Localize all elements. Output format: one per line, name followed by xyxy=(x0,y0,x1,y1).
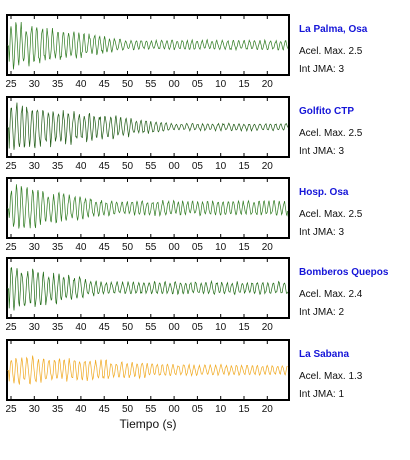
jma-intensity: Int JMA: 1 xyxy=(299,389,344,400)
x-tick-label: 15 xyxy=(238,161,250,172)
x-tick-label: 55 xyxy=(145,322,157,333)
station-name: Golfito CTP xyxy=(299,106,354,117)
max-acceleration: Acel. Max. 1.3 xyxy=(299,371,363,382)
x-tick-label: 10 xyxy=(215,322,227,333)
station-name: La Palma, Osa xyxy=(299,24,368,35)
x-tick-label: 10 xyxy=(215,79,227,90)
x-tick-label: 30 xyxy=(29,322,41,333)
station-name: La Sabana xyxy=(299,349,349,360)
max-acceleration: Acel. Max. 2.5 xyxy=(299,128,363,139)
x-tick-label: 55 xyxy=(145,242,157,253)
panel-5: 25 30 35 40 45 50 55 00 05 10 15 20 La Sabana Acel. M… xyxy=(5,339,363,415)
jma-intensity: Int JMA: 3 xyxy=(299,227,344,238)
panel-frame xyxy=(6,96,290,158)
panels-group: 25 30 35 40 45 50 55 00 05 10 15 20 La Palma, Osa Ace… xyxy=(5,14,389,415)
x-tick-label: 25 xyxy=(5,404,17,415)
x-tick-label: 55 xyxy=(145,79,157,90)
x-tick-label: 15 xyxy=(238,322,250,333)
x-tick-label: 30 xyxy=(29,161,41,172)
x-tick-label: 15 xyxy=(238,242,250,253)
x-tick-label: 00 xyxy=(169,404,181,415)
x-tick-label: 15 xyxy=(238,404,250,415)
station-name: Hosp. Osa xyxy=(299,187,349,198)
x-tick-label: 45 xyxy=(99,242,111,253)
max-acceleration: Acel. Max. 2.5 xyxy=(299,46,363,57)
x-tick-label: 50 xyxy=(122,322,134,333)
jma-intensity: Int JMA: 3 xyxy=(299,64,344,75)
x-tick-label: 25 xyxy=(5,242,17,253)
max-acceleration: Acel. Max. 2.4 xyxy=(299,289,363,300)
x-tick-label: 50 xyxy=(122,79,134,90)
panel-1: 25 30 35 40 45 50 55 00 05 10 15 20 La Palma, Osa Ace… xyxy=(5,14,368,90)
jma-intensity: Int JMA: 2 xyxy=(299,307,344,318)
x-tick-label: 25 xyxy=(5,79,17,90)
x-tick-label: 55 xyxy=(145,161,157,172)
x-tick-label: 35 xyxy=(52,79,64,90)
panel-frame xyxy=(6,177,290,239)
x-tick-label: 00 xyxy=(169,161,181,172)
panel-frame xyxy=(6,339,290,401)
x-tick-label: 50 xyxy=(122,161,134,172)
x-tick-label: 30 xyxy=(29,79,41,90)
x-tick-label: 15 xyxy=(238,79,250,90)
panel-4: 25 30 35 40 45 50 55 00 05 10 15 20 Bomberos Quepos A… xyxy=(5,257,389,333)
waveform-trace xyxy=(7,267,288,311)
jma-intensity: Int JMA: 3 xyxy=(299,146,344,157)
x-tick-label: 05 xyxy=(192,404,204,415)
x-tick-label: 40 xyxy=(75,242,87,253)
x-tick-label: 05 xyxy=(192,161,204,172)
x-tick-label: 40 xyxy=(75,161,87,172)
x-tick-label: 20 xyxy=(262,161,274,172)
x-tick-label: 35 xyxy=(52,322,64,333)
max-acceleration: Acel. Max. 2.5 xyxy=(299,209,363,220)
panel-frame xyxy=(6,257,290,319)
x-tick-label: 35 xyxy=(52,161,64,172)
x-tick-label: 10 xyxy=(215,161,227,172)
x-tick-label: 05 xyxy=(192,242,204,253)
x-tick-label: 45 xyxy=(99,161,111,172)
x-tick-label: 35 xyxy=(52,242,64,253)
x-tick-label: 55 xyxy=(145,404,157,415)
x-tick-label: 00 xyxy=(169,322,181,333)
x-tick-label: 40 xyxy=(75,322,87,333)
x-tick-label: 00 xyxy=(169,242,181,253)
x-tick-label: 00 xyxy=(169,79,181,90)
x-tick-label: 20 xyxy=(262,404,274,415)
x-tick-label: 20 xyxy=(262,79,274,90)
station-name: Bomberos Quepos xyxy=(299,267,389,278)
x-tick-label: 30 xyxy=(29,242,41,253)
panel-3: 25 30 35 40 45 50 55 00 05 10 15 20 Hosp. Osa Acel. M… xyxy=(5,177,363,253)
x-tick-label: 50 xyxy=(122,242,134,253)
x-tick-label: 05 xyxy=(192,79,204,90)
x-tick-label: 45 xyxy=(99,79,111,90)
x-tick-label: 10 xyxy=(215,242,227,253)
waveform-trace xyxy=(7,184,288,229)
x-tick-label: 20 xyxy=(262,242,274,253)
x-tick-label: 30 xyxy=(29,404,41,415)
x-tick-label: 05 xyxy=(192,322,204,333)
x-tick-label: 35 xyxy=(52,404,64,415)
x-tick-label: 20 xyxy=(262,322,274,333)
x-tick-label: 25 xyxy=(5,322,17,333)
waveform-trace xyxy=(7,21,288,70)
x-axis-label: Tiempo (s) xyxy=(120,417,177,431)
x-tick-label: 45 xyxy=(99,322,111,333)
waveform-trace xyxy=(7,355,288,385)
x-tick-label: 25 xyxy=(5,161,17,172)
x-tick-label: 40 xyxy=(75,79,87,90)
x-tick-label: 10 xyxy=(215,404,227,415)
panel-frame xyxy=(6,14,290,76)
waveform-trace xyxy=(7,102,288,150)
x-tick-label: 50 xyxy=(122,404,134,415)
x-tick-label: 45 xyxy=(99,404,111,415)
x-tick-label: 40 xyxy=(75,404,87,415)
panel-2: 25 30 35 40 45 50 55 00 05 10 15 20 Golfito CTP Acel.… xyxy=(5,96,363,172)
